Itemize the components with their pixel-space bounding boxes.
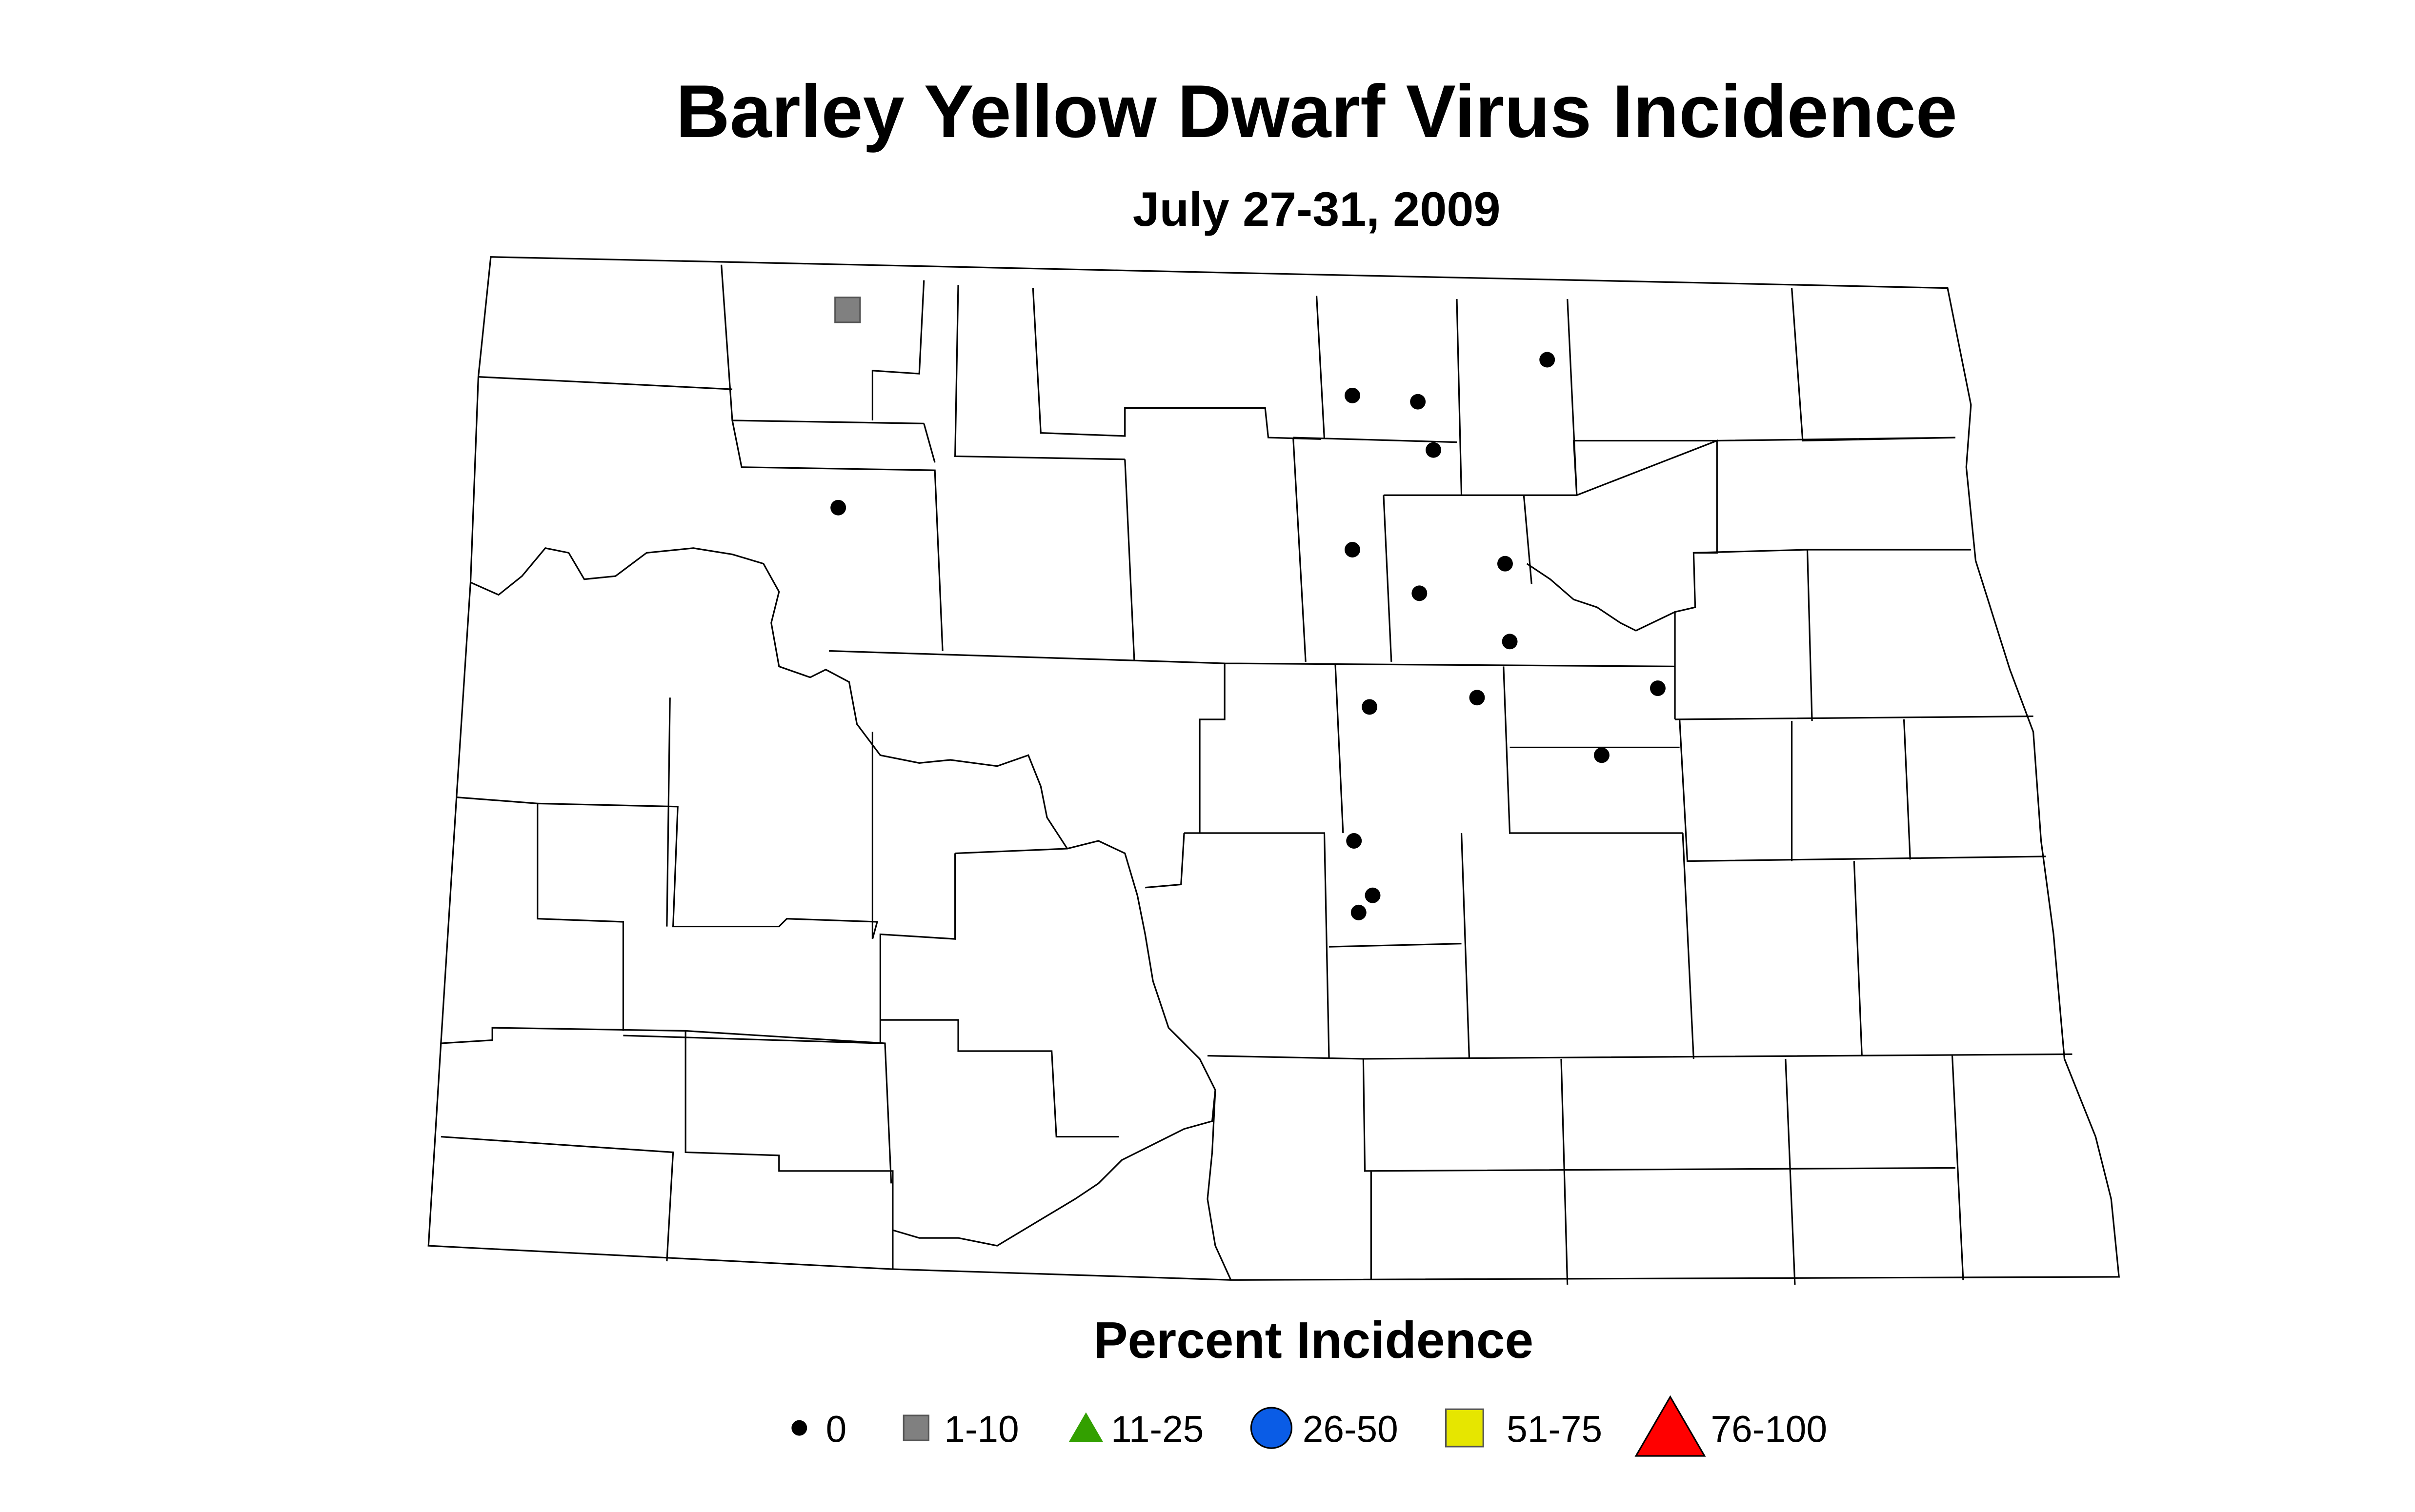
state-map — [427, 256, 2120, 1285]
legend-symbol — [903, 1414, 929, 1441]
point-dot — [1410, 394, 1426, 410]
point-dot — [1345, 542, 1360, 557]
point-dot — [1497, 556, 1513, 572]
legend-label: 11-25 — [1111, 1409, 1204, 1450]
survey-points — [830, 297, 1666, 920]
legend: 0 1-10 11-25 26-50 51-75 76-100 — [791, 1395, 1828, 1457]
county-lines — [441, 264, 2073, 1285]
legend-symbol — [1634, 1395, 1706, 1457]
river — [470, 547, 1675, 1280]
point-dot — [1345, 387, 1360, 403]
legend-symbol — [1068, 1412, 1104, 1442]
legend-label: 1-10 — [944, 1409, 1019, 1450]
point-dot — [1469, 690, 1485, 706]
legend-title: Percent Incidence — [1093, 1312, 1533, 1369]
legend-label: 76-100 — [1711, 1409, 1828, 1450]
point-dot — [1346, 833, 1362, 849]
point-dot — [830, 499, 846, 516]
point-square — [834, 297, 861, 323]
legend-symbol — [1250, 1407, 1293, 1449]
point-dot — [1539, 352, 1555, 368]
point-dot — [1365, 887, 1381, 903]
state-outline — [427, 256, 2120, 1281]
point-dot — [1650, 680, 1666, 696]
map-subtitle: July 27-31, 2009 — [1133, 182, 1501, 236]
legend-symbol — [1445, 1408, 1484, 1448]
point-dot — [1426, 442, 1442, 458]
point-dot — [1594, 747, 1610, 763]
legend-label: 26-50 — [1303, 1409, 1398, 1450]
legend-label: 0 — [826, 1409, 847, 1450]
point-dot — [1362, 699, 1378, 715]
legend-label: 51-75 — [1507, 1409, 1602, 1450]
point-dot — [1411, 585, 1428, 601]
map-title: Barley Yellow Dwarf Virus Incidence — [676, 70, 1957, 153]
legend-symbol — [791, 1420, 807, 1436]
point-dot — [1502, 634, 1518, 650]
point-dot — [1350, 904, 1367, 920]
